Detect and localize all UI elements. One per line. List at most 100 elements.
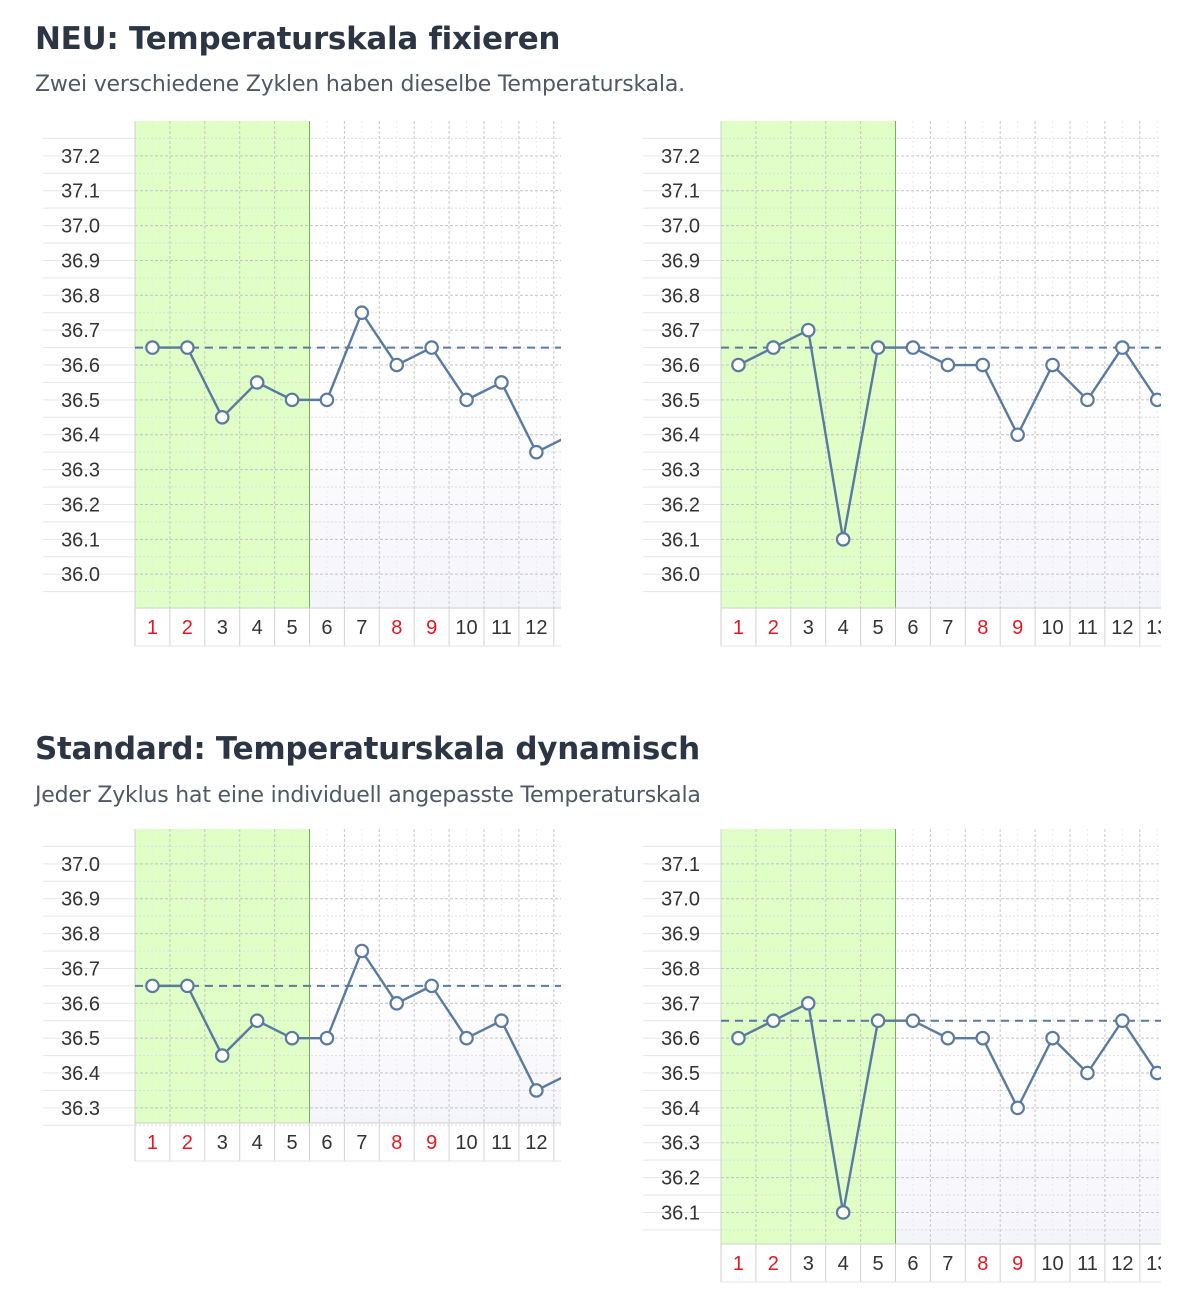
x-tick-label: 2 <box>182 617 193 639</box>
highlight-band <box>721 121 896 608</box>
y-tick-label: 36.9 <box>61 889 100 911</box>
x-tick-label: 5 <box>286 617 297 639</box>
x-tick-label: 11 <box>1077 1253 1098 1275</box>
data-point <box>1115 340 1130 355</box>
plot-area-shade <box>895 121 1163 608</box>
chart-fixed-cycle-a: 37.2 37.1 37.0 36.9 36.8 36.7 36.6 36.5 36.4 36.3… <box>15 118 563 648</box>
data-point <box>975 357 991 373</box>
data-point <box>1080 392 1095 408</box>
data-point <box>766 340 781 355</box>
y-tick-label: 36.5 <box>61 390 100 412</box>
x-tick-label: 10 <box>455 1132 477 1154</box>
data-point <box>529 1083 544 1098</box>
x-tick-label: 10 <box>1041 617 1063 639</box>
y-tick-label: 36.7 <box>661 320 700 342</box>
data-point <box>319 1030 335 1046</box>
y-tick-label: 36.6 <box>61 355 100 377</box>
highlight-band <box>135 121 310 608</box>
x-tick-label: 7 <box>942 1253 953 1275</box>
y-tick-label: 37.1 <box>661 854 700 876</box>
y-tick-label: 36.5 <box>661 1063 700 1085</box>
temperature-chart: 37.2 37.1 37.0 36.9 36.8 36.7 36.6 36.5 36.4 36.3… <box>43 118 563 648</box>
x-tick-label: 6 <box>907 1253 918 1275</box>
x-tick-label: 1 <box>147 617 158 639</box>
series-line <box>737 1002 1163 1214</box>
x-tick-label: 7 <box>942 617 953 639</box>
y-tick-label: 37.2 <box>661 146 700 168</box>
chart-dynamic-cycle-b: 37.1 37.0 36.9 36.8 36.7 36.6 36.5 36.4 36.3 36.2… <box>615 826 1163 1284</box>
x-tick-label: 8 <box>391 1132 402 1154</box>
x-tick-label: 1 <box>733 617 744 639</box>
data-point <box>494 375 509 390</box>
data-point <box>1045 1030 1060 1046</box>
x-tick-label: 7 <box>356 1132 367 1154</box>
right-crop <box>561 118 563 648</box>
y-tick-label: 36.3 <box>661 1133 700 1155</box>
x-tick-label: 6 <box>321 1132 332 1154</box>
data-point <box>145 340 160 355</box>
y-tick-label: 36.4 <box>661 425 700 447</box>
y-tick-label: 37.0 <box>661 216 700 238</box>
data-point <box>905 340 921 355</box>
data-point <box>1010 427 1025 443</box>
chart-dynamic-cycle-a: 37.0 36.9 36.8 36.7 36.6 36.5 36.4 36.3 1 2 3 4 5 6 7 8… <box>15 826 563 1163</box>
data-point <box>1080 1065 1095 1081</box>
y-tick-label: 36.9 <box>661 250 700 272</box>
y-tick-label: 36.4 <box>61 425 100 447</box>
y-tick-label: 37.1 <box>661 181 700 203</box>
x-tick-label: 3 <box>217 1132 228 1154</box>
x-tick-label: 4 <box>252 617 263 639</box>
data-point <box>835 532 851 547</box>
data-point <box>870 1013 886 1029</box>
x-tick-label: 13 <box>1146 617 1163 639</box>
x-tick-label: 9 <box>1012 1253 1023 1275</box>
data-point <box>835 1205 851 1220</box>
y-tick-label: 36.8 <box>661 958 700 980</box>
data-point <box>424 340 439 355</box>
y-tick-label: 36.7 <box>61 958 100 980</box>
y-tick-label: 36.2 <box>661 494 700 516</box>
y-tick-label: 36.8 <box>61 924 100 946</box>
x-tick-label: 4 <box>838 617 849 639</box>
series-line <box>152 311 563 454</box>
section-title-fixed-scale: NEU: Temperaturskala fixieren <box>35 21 561 57</box>
y-tick-label: 36.5 <box>661 390 700 412</box>
right-crop <box>1161 826 1163 1284</box>
data-point <box>459 392 474 408</box>
y-tick-label: 36.1 <box>661 1202 700 1224</box>
data-point <box>800 996 816 1011</box>
data-point <box>249 375 265 390</box>
data-point <box>494 1013 509 1029</box>
data-point <box>214 1048 230 1063</box>
y-tick-label: 36.9 <box>61 250 100 272</box>
x-tick-label: 3 <box>803 1253 814 1275</box>
section-subtitle-dynamic-scale: Jeder Zyklus hat eine individuell angepa… <box>35 783 701 808</box>
y-tick-label: 37.1 <box>61 181 100 203</box>
x-tick-label: 2 <box>768 1253 779 1275</box>
data-point <box>800 322 816 338</box>
plot-area-shade <box>309 829 563 1123</box>
y-tick-label: 36.3 <box>61 460 100 482</box>
section-subtitle-fixed-scale: Zwei verschiedene Zyklen haben dieselbe … <box>35 72 685 97</box>
plot-area-shade <box>309 121 563 608</box>
x-tick-label: 4 <box>252 1132 263 1154</box>
x-tick-label: 4 <box>838 1253 849 1275</box>
y-tick-label: 36.2 <box>61 494 100 516</box>
data-point <box>214 410 230 425</box>
x-tick-label: 12 <box>525 617 547 639</box>
data-point <box>180 978 195 994</box>
y-tick-label: 36.7 <box>661 993 700 1015</box>
data-point <box>284 1030 300 1046</box>
x-tick-label: 8 <box>977 617 988 639</box>
temperature-chart: 37.036.936.836.736.636.536.436.31 2 3 4 5 6 7 8… <box>43 826 563 1163</box>
right-crop <box>1161 118 1163 648</box>
x-tick-label: 11 <box>491 617 512 639</box>
x-tick-label: 5 <box>872 617 883 639</box>
temperature-chart: 37.1 37.0 36.9 36.8 36.7 36.6 36.5 36.4 36.3 36.2… <box>643 826 1163 1284</box>
data-point <box>870 340 886 355</box>
data-point <box>389 996 405 1011</box>
x-tick-label: 9 <box>426 1132 437 1154</box>
x-tick-label: 8 <box>977 1253 988 1275</box>
y-tick-label: 37.0 <box>661 889 700 911</box>
series-line <box>737 328 1163 541</box>
